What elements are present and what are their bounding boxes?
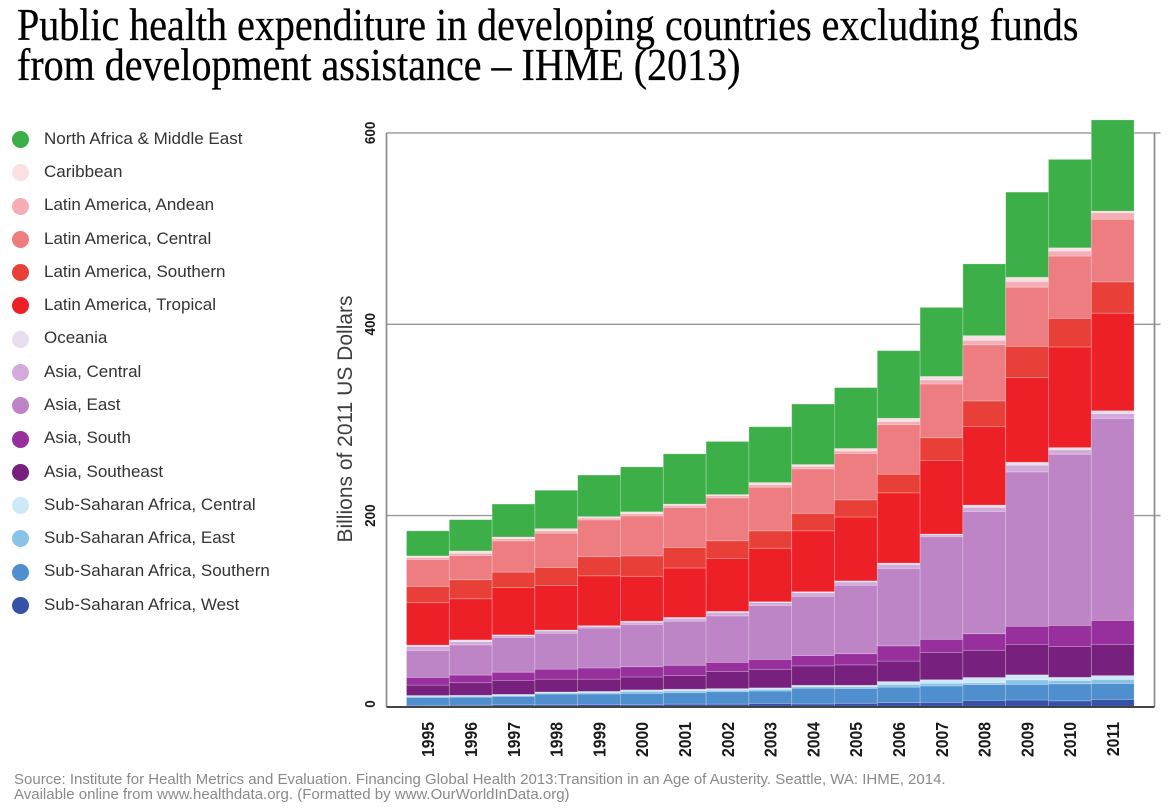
svg-text:1998: 1998: [547, 722, 567, 757]
svg-text:200: 200: [362, 504, 379, 527]
svg-text:1999: 1999: [590, 722, 610, 757]
svg-text:1997: 1997: [504, 722, 524, 757]
svg-text:2000: 2000: [632, 722, 652, 757]
svg-text:2008: 2008: [975, 722, 995, 757]
svg-text:1996: 1996: [461, 722, 481, 757]
svg-text:2007: 2007: [932, 722, 952, 757]
svg-text:Billions of 2011 US Dollars: Billions of 2011 US Dollars: [334, 295, 357, 542]
svg-text:2003: 2003: [761, 722, 781, 757]
svg-text:2006: 2006: [889, 722, 909, 757]
svg-text:2005: 2005: [846, 722, 866, 757]
svg-text:2001: 2001: [675, 722, 695, 757]
svg-text:2010: 2010: [1060, 722, 1080, 757]
svg-text:1995: 1995: [418, 722, 438, 757]
svg-text:600: 600: [362, 122, 379, 145]
svg-text:2011: 2011: [1103, 722, 1123, 756]
svg-text:0: 0: [362, 700, 379, 708]
svg-text:2009: 2009: [1018, 722, 1038, 757]
svg-text:2004: 2004: [804, 721, 824, 757]
svg-text:2002: 2002: [718, 722, 738, 757]
svg-text:400: 400: [362, 313, 379, 336]
